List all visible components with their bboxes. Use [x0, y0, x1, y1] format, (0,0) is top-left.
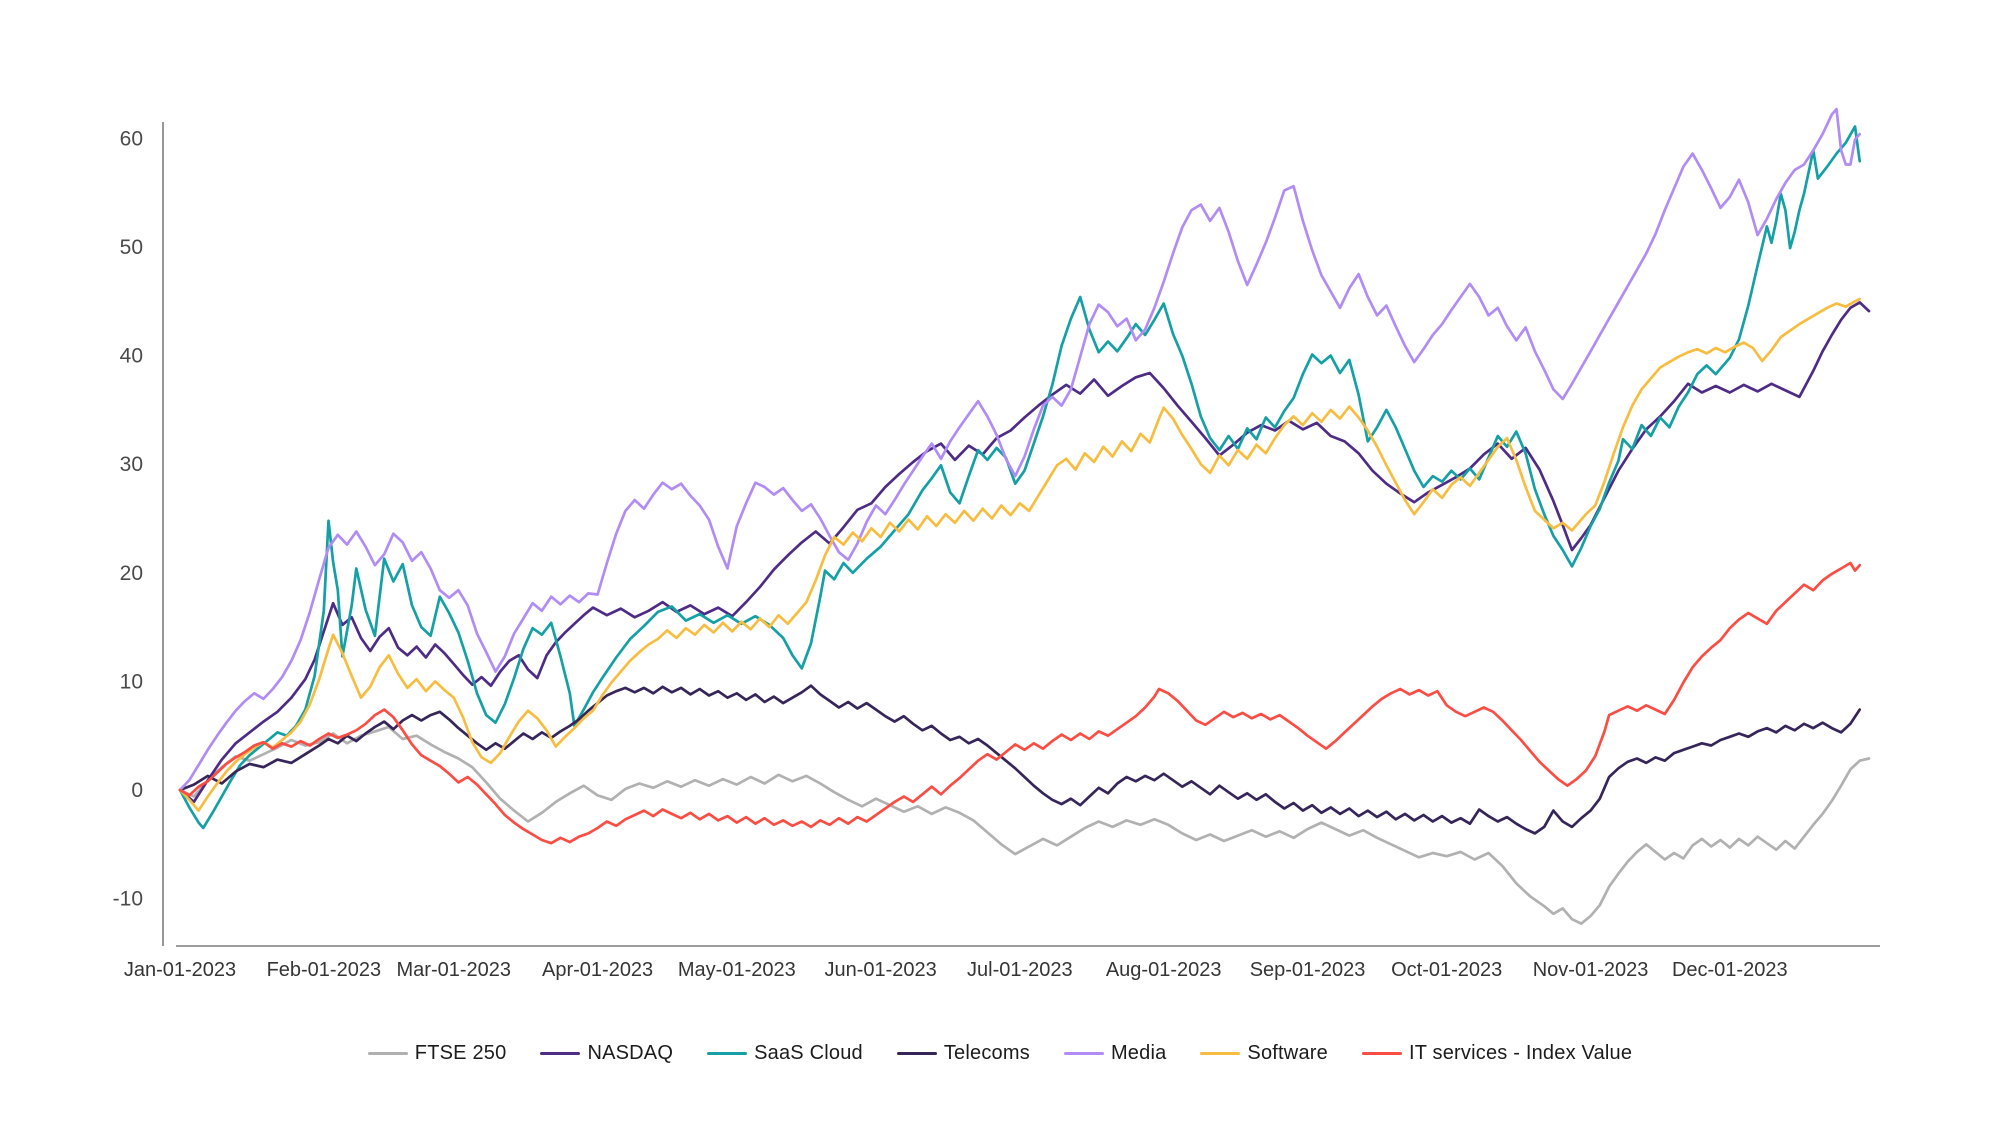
index-performance-chart: -10 0 10 20 30 40 50 60 Jan-01-2023 Feb-01-2023 M…	[113, 107, 1880, 981]
x-tick-label: Aug-01-2023	[1106, 959, 1222, 981]
series-line-nasdaq	[178, 301, 1871, 804]
x-tick-label: Nov-01-2023	[1533, 959, 1649, 981]
legend-swatch	[1361, 1052, 1402, 1055]
y-tick-label: 30	[120, 453, 143, 476]
y-tick-label: 50	[120, 236, 143, 259]
legend-item-telecoms[interactable]: Telecoms	[896, 1042, 1030, 1065]
y-tick-label: 0	[131, 779, 143, 802]
legend-swatch	[367, 1052, 408, 1055]
series-line-media	[178, 107, 1862, 792]
y-axis-labels: -10 0 10 20 30 40 50 60	[113, 127, 143, 910]
y-tick-label: 60	[120, 127, 143, 150]
series-lines	[178, 107, 1871, 925]
legend-label: NASDAQ	[587, 1042, 674, 1064]
x-tick-label: Feb-01-2023	[267, 959, 382, 981]
x-tick-label: Jul-01-2023	[967, 959, 1073, 981]
legend-swatch	[707, 1052, 748, 1055]
legend-swatch	[1063, 1052, 1104, 1055]
series-line-software	[178, 297, 1862, 812]
x-tick-label: Mar-01-2023	[397, 959, 512, 981]
x-tick-label: Sep-01-2023	[1250, 959, 1366, 981]
y-tick-label: 20	[120, 562, 143, 585]
x-tick-label: Oct-01-2023	[1391, 959, 1502, 981]
x-axis-labels: Jan-01-2023 Feb-01-2023 Mar-01-2023 Apr-01-…	[124, 959, 1788, 981]
x-tick-label: Dec-01-2023	[1672, 959, 1788, 981]
legend-item-media[interactable]: Media	[1063, 1042, 1167, 1065]
legend-label: SaaS Cloud	[754, 1042, 863, 1064]
legend-item-saas-cloud[interactable]: SaaS Cloud	[707, 1042, 863, 1065]
legend-swatch	[1200, 1052, 1241, 1055]
x-tick-label: Apr-01-2023	[542, 959, 653, 981]
legend-item-nasdaq[interactable]: NASDAQ	[540, 1042, 673, 1065]
y-tick-label: -10	[113, 888, 143, 911]
x-tick-label: Jun-01-2023	[824, 959, 936, 981]
series-line-ftse-250	[178, 725, 1871, 925]
x-tick-label: Jan-01-2023	[124, 959, 236, 981]
series-line-it-services-index-value	[178, 561, 1862, 845]
legend-swatch	[896, 1052, 937, 1055]
legend-label: IT services - Index Value	[1408, 1042, 1633, 1064]
series-line-saas-cloud	[178, 125, 1862, 830]
legend-label: Media	[1110, 1042, 1167, 1064]
legend-item-software[interactable]: Software	[1200, 1042, 1328, 1065]
line-chart-area: -10 0 10 20 30 40 50 60 Jan-01-2023 Feb-01-2023 M…	[113, 107, 1880, 981]
legend-label: Telecoms	[943, 1042, 1030, 1064]
legend-item-it-services-index-value[interactable]: IT services - Index Value	[1361, 1042, 1633, 1065]
legend-item-ftse-250[interactable]: FTSE 250	[367, 1042, 507, 1065]
y-tick-label: 40	[120, 345, 143, 368]
y-tick-label: 10	[120, 670, 143, 693]
legend-label: FTSE 250	[414, 1042, 507, 1064]
legend-label: Software	[1247, 1042, 1328, 1064]
x-tick-label: May-01-2023	[678, 959, 796, 981]
chart-legend: FTSE 250 NASDAQ SaaS Cloud Telecoms Media Sof…	[0, 1042, 2000, 1065]
chart-axes	[162, 122, 1880, 947]
legend-swatch	[540, 1052, 581, 1055]
series-line-telecoms	[178, 684, 1862, 835]
